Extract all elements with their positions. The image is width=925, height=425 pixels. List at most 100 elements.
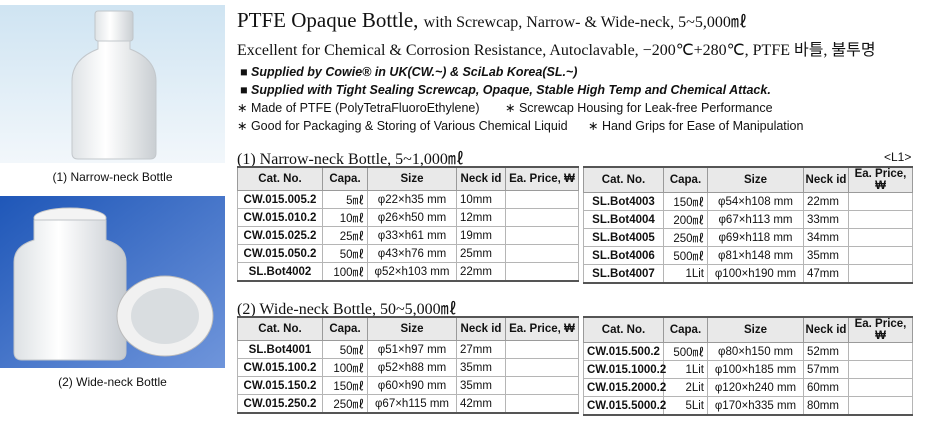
price-cell (848, 378, 913, 397)
bullet-text: Supplied by Cowie® in UK(CW.~) & SciLab … (251, 65, 578, 79)
column-header: Capa. (663, 166, 708, 193)
cell: 1Lit (663, 264, 708, 284)
cell: 52mm (803, 342, 849, 361)
cell: 27mm (456, 340, 506, 359)
row: CW.015.025.2 25㎖ φ33×h61 mm 19mm (237, 226, 579, 245)
cell: 50㎖ (322, 340, 368, 359)
cell: SL.Bot4006 (583, 246, 664, 265)
cell: 100㎖ (322, 262, 368, 282)
price-cell (505, 358, 579, 377)
price-cell (848, 246, 913, 265)
caption: (2) Wide-neck Bottle (58, 375, 167, 389)
cell: 10㎖ (322, 208, 368, 227)
column-header: Capa. (322, 166, 368, 191)
row: CW.015.010.2 10㎖ φ26×h50 mm 12mm (237, 208, 579, 227)
price-cell (848, 342, 913, 361)
section-heading: (1) Narrow-neck Bottle, 5~1,000㎖ (237, 151, 464, 168)
price-cell (505, 340, 579, 359)
column-header: Ea. Price, ₩ (848, 316, 913, 343)
column-header: Size (367, 316, 457, 341)
cell: CW.015.150.2 (237, 376, 323, 395)
cell: φ100×h185 mm (707, 360, 804, 379)
cell: φ100×h190 mm (707, 264, 804, 284)
price-table: Cat. No. Capa. Size Neck id Ea. Price, ₩ SL.B… (583, 166, 913, 284)
cell: 47mm (803, 264, 849, 284)
column-header: Neck id (803, 316, 849, 343)
title: PTFE Opaque Bottle, with Screwcap, Narro… (237, 8, 747, 33)
cell: φ52×h88 mm (367, 358, 457, 377)
cell: 35mm (803, 246, 849, 265)
row: CW.015.2000.2 2Lit φ120×h240 mm 60mm (583, 378, 913, 397)
cell: 50㎖ (322, 244, 368, 263)
cell: 80mm (803, 396, 849, 416)
cell: φ43×h76 mm (367, 244, 457, 263)
column-header: Size (707, 316, 804, 343)
price-cell (848, 210, 913, 229)
cell: φ26×h50 mm (367, 208, 457, 227)
cell: CW.015.1000.2 (583, 360, 666, 379)
cell: CW.015.2000.2 (583, 378, 666, 397)
cell: φ120×h240 mm (707, 378, 804, 397)
feature: ∗ Good for Packaging & Storing of Variou… (237, 119, 568, 133)
cell: φ67×h115 mm (367, 394, 457, 414)
price-cell (505, 394, 579, 414)
column-header: Ea. Price, ₩ (505, 316, 579, 341)
row: CW.015.500.2 500㎖ φ80×h150 mm 52mm (583, 342, 913, 361)
cell: 33mm (803, 210, 849, 229)
price-cell (848, 264, 913, 284)
row: CW.015.100.2 100㎖ φ52×h88 mm 35mm (237, 358, 579, 377)
wide-bottle-photo (0, 196, 225, 368)
column-header: Cat. No. (237, 166, 323, 191)
cell: 150㎖ (663, 192, 708, 211)
price-cell (848, 396, 913, 416)
feature: ∗ Hand Grips for Ease of Manipulation (588, 119, 804, 133)
cell: SL.Bot4007 (583, 264, 664, 284)
subtitle: Excellent for Chemical & Corrosion Resis… (237, 42, 876, 59)
cell: CW.015.005.2 (237, 190, 323, 209)
row: SL.Bot4006 500㎖ φ81×h148 mm 35mm (583, 246, 913, 265)
cell: φ69×h118 mm (707, 228, 804, 247)
cell: φ33×h61 mm (367, 226, 457, 245)
price-cell (505, 226, 579, 245)
cell: 35mm (456, 376, 506, 395)
header-row: Cat. No. Capa. Size Neck id Ea. Price, ₩ (583, 166, 913, 193)
row: SL.Bot4005 250㎖ φ69×h118 mm 34mm (583, 228, 913, 247)
feature-text: Good for Packaging & Storing of Various … (250, 119, 568, 133)
cell: φ54×h108 mm (707, 192, 804, 211)
cell: 1Lit (663, 360, 708, 379)
cell: 250㎖ (663, 228, 708, 247)
row: SL.Bot4003 150㎖ φ54×h108 mm 22mm (583, 192, 913, 211)
column-header: Cat. No. (583, 166, 664, 193)
cell: φ60×h90 mm (367, 376, 457, 395)
column-header: Neck id (456, 166, 506, 191)
cell: CW.015.050.2 (237, 244, 323, 263)
cell: φ22×h35 mm (367, 190, 457, 209)
header-row: Cat. No. Capa. Size Neck id Ea. Price, ₩ (237, 166, 579, 191)
cell: 500㎖ (663, 342, 708, 361)
cell: 500㎖ (663, 246, 708, 265)
cell: CW.015.025.2 (237, 226, 323, 245)
row: CW.015.250.2 250㎖ φ67×h115 mm 42mm (237, 394, 579, 414)
cell: 2Lit (663, 378, 708, 397)
cell: 200㎖ (663, 210, 708, 229)
row: SL.Bot4004 200㎖ φ67×h113 mm 33mm (583, 210, 913, 229)
cell: 250㎖ (322, 394, 368, 414)
price-table: Cat. No. Capa. Size Neck id Ea. Price, ₩ CW.0… (583, 316, 913, 416)
section-tag: <L1> (884, 150, 912, 164)
cell: 25㎖ (322, 226, 368, 245)
price-cell (848, 360, 913, 379)
feature: ∗ Screwcap Housing for Leak-free Perform… (505, 101, 773, 115)
cell: 22mm (456, 262, 506, 282)
cell: 25mm (456, 244, 506, 263)
cell: CW.015.250.2 (237, 394, 323, 414)
column-header: Size (707, 166, 804, 193)
feature-text: Screwcap Housing for Leak-free Performan… (518, 101, 773, 115)
feature-text: Hand Grips for Ease of Manipulation (601, 119, 804, 133)
column-header: Ea. Price, ₩ (505, 166, 579, 191)
bullet: ■ Supplied with Tight Sealing Screwcap, … (240, 83, 771, 97)
header-row: Cat. No. Capa. Size Neck id Ea. Price, ₩ (583, 316, 913, 343)
column-header: Capa. (663, 316, 708, 343)
row: CW.015.1000.2 1Lit φ100×h185 mm 57mm (583, 360, 913, 379)
cell: φ170×h335 mm (707, 396, 804, 416)
